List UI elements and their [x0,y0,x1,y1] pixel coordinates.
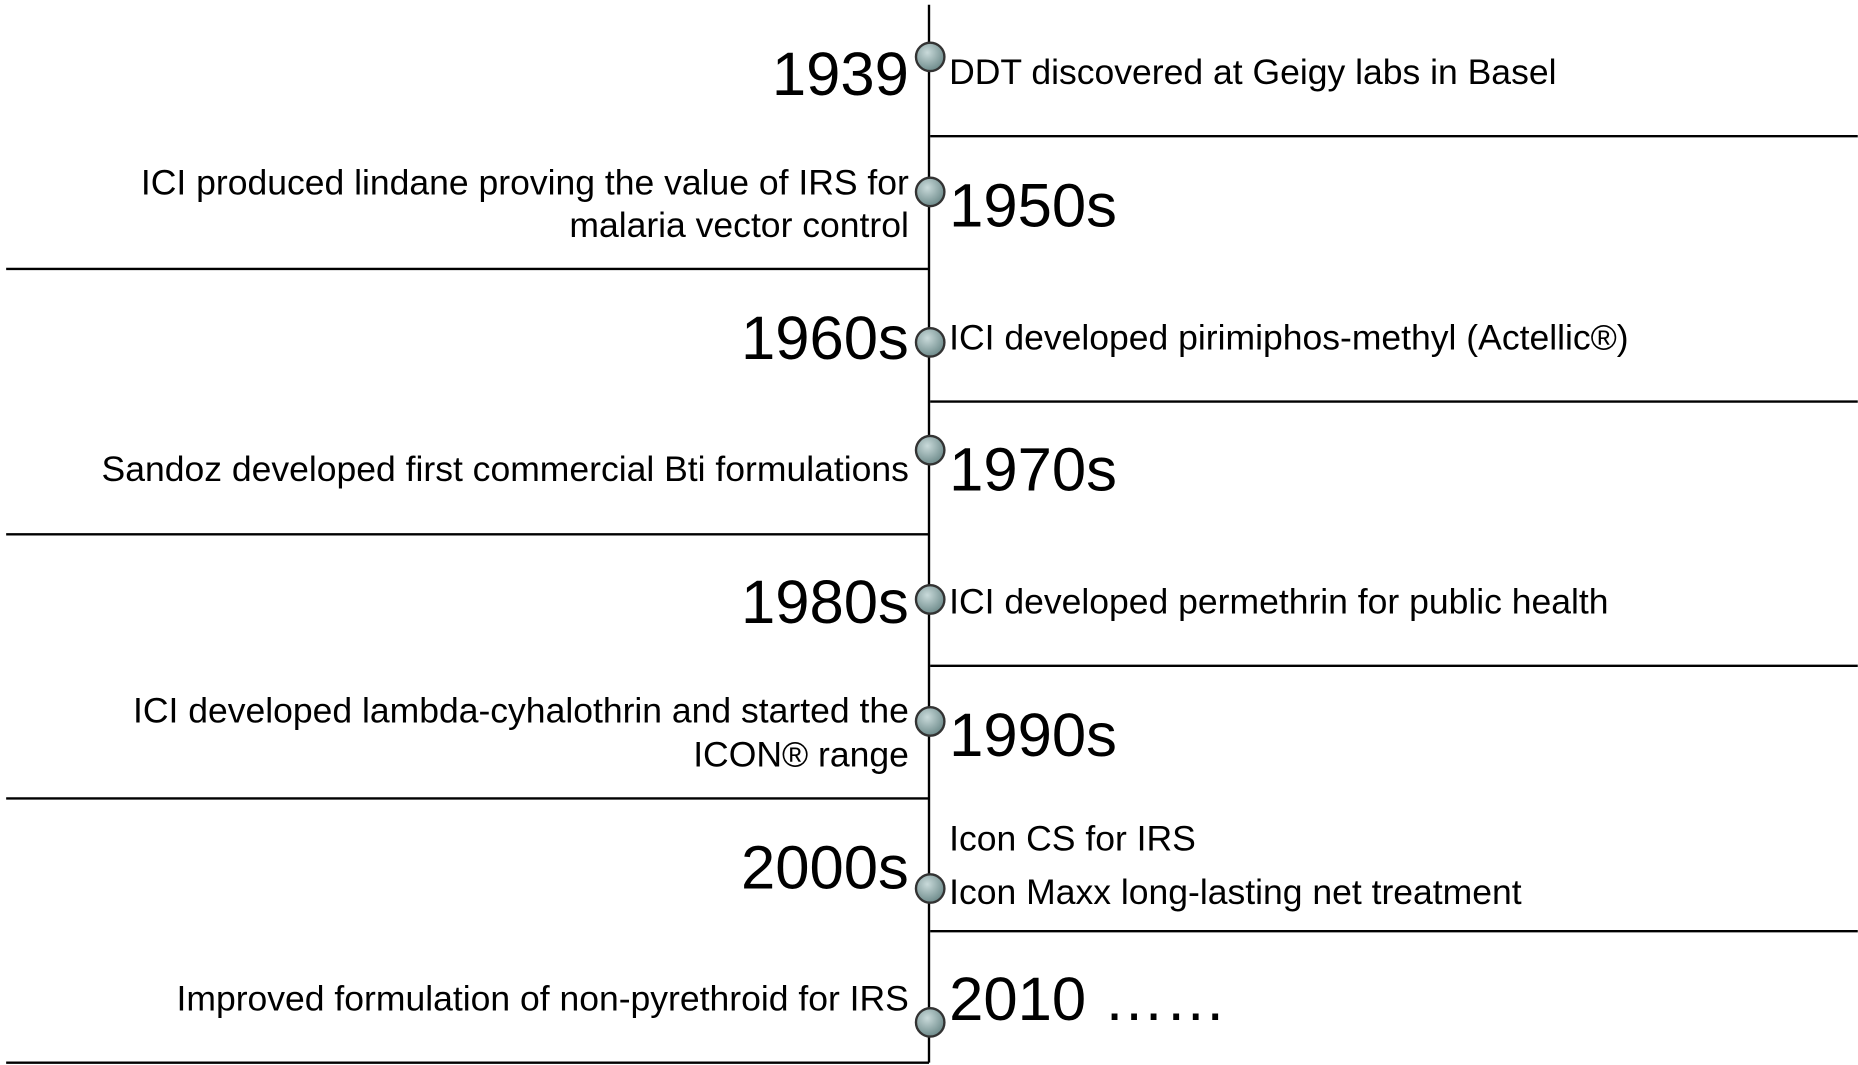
event-text: ICI developed permethrin for public heal… [949,582,1608,622]
marker [914,873,946,904]
event-text: ICI developed pirimiphos-methyl (Actelli… [949,317,1629,357]
year: 1939 [772,40,909,109]
marker [914,176,946,208]
year: 2000s [741,833,909,902]
event-text: ICON® range [693,734,909,774]
marker [914,1006,946,1038]
event-text: DDT discovered at Geigy labs in Basel [949,52,1556,92]
marker [914,434,946,466]
year: 1960s [741,304,909,373]
marker [914,326,946,358]
year: 1990s [949,701,1117,770]
marker [914,41,946,73]
year: 1970s [949,435,1117,504]
marker [914,584,946,615]
event-text: Sandoz developed first commercial Bti fo… [102,449,909,489]
event-text: malaria vector control [569,205,909,245]
event-text: Icon Maxx long-lasting net treatment [949,872,1522,912]
marker [914,706,946,737]
event-text: ICI produced lindane proving the value o… [141,162,909,202]
event-text: Improved formulation of non-pyrethroid f… [177,979,909,1019]
year: 1980s [741,568,909,637]
year: 1950s [949,171,1117,240]
event-text: ICI developed lambda-cyhalothrin and sta… [133,691,909,731]
event-text: Icon CS for IRS [949,819,1196,859]
year: 2010 …… [949,965,1226,1034]
